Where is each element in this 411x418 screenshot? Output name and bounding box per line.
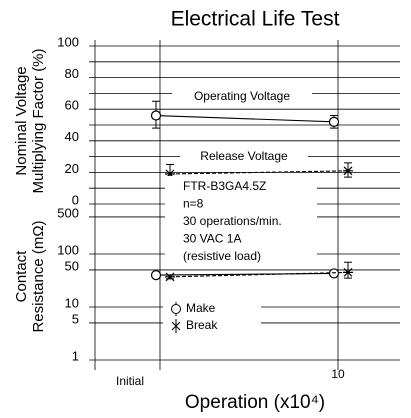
- y-tick-label: 100: [57, 242, 79, 257]
- series-label: Release Voltage: [200, 149, 288, 163]
- marker: [343, 166, 353, 176]
- y-tick-label: 100: [57, 34, 79, 49]
- label-background: [165, 176, 317, 268]
- y-axis-label: Multiplying Factor (%): [30, 48, 47, 193]
- y-axis-label: Resistance (mΩ): [30, 220, 47, 332]
- y-tick-label: 10: [65, 295, 79, 310]
- annotation: n=8: [183, 197, 204, 211]
- label-background: [172, 88, 312, 106]
- annotation: (resistive load): [183, 249, 261, 263]
- marker: [165, 272, 175, 282]
- y-tick-label: 40: [65, 129, 79, 144]
- annotation: 30 VAC 1A: [183, 232, 241, 246]
- y-axis-label: Contact: [13, 250, 30, 303]
- marker: [150, 269, 162, 281]
- marker: [328, 268, 340, 279]
- marker: [150, 110, 162, 121]
- y-tick-label: 1: [72, 348, 79, 363]
- legend-label: Make: [186, 301, 216, 315]
- x-tick-label: Initial: [116, 374, 144, 388]
- error-bar: [344, 261, 352, 279]
- marker: [343, 267, 353, 277]
- y-tick-label: 60: [65, 98, 79, 113]
- x-axis-label: Operation (x10⁴): [185, 392, 325, 413]
- y-tick-label: 5: [72, 311, 79, 326]
- legend-label: Break: [186, 318, 218, 332]
- y-tick-label: 20: [65, 161, 79, 176]
- series-line: [155, 114, 335, 123]
- y-tick-label: 500: [57, 205, 79, 220]
- x-tick-label: 10: [331, 367, 345, 381]
- series-label: Operating Voltage: [194, 89, 290, 103]
- y-tick-label: 80: [65, 66, 79, 81]
- marker: [328, 116, 340, 127]
- y-axis-label: Nominal Voltage: [13, 66, 30, 175]
- legend-marker: [171, 304, 181, 314]
- legend-marker: [171, 321, 181, 331]
- annotation: 30 operations/min.: [183, 214, 282, 228]
- label-background: [180, 148, 308, 166]
- y-tick-label: 0: [72, 192, 79, 207]
- chart-title: Electrical Life Test: [171, 8, 340, 31]
- label-background: [163, 298, 261, 334]
- y-tick-label: 50: [65, 258, 79, 273]
- annotation: FTR-B3GA4.5Z: [183, 179, 266, 193]
